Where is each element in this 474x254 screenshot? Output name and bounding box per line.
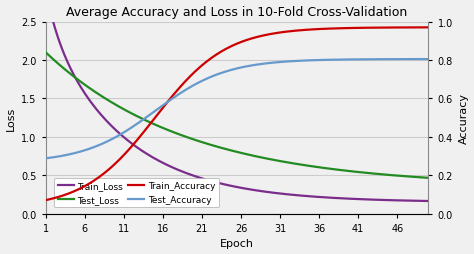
Train_Loss [277, 192, 283, 195]
Y-axis label: Accuracy: Accuracy [458, 93, 468, 144]
Line: Test_Accuracy: Test_Accuracy [46, 60, 428, 159]
Train_Accuracy [43, 199, 48, 202]
Test_Loss [271, 159, 276, 162]
Train_Loss [271, 192, 276, 195]
Test_Loss [426, 177, 431, 180]
Train_Loss [390, 199, 395, 202]
Test_Loss [43, 52, 48, 55]
Test_Accuracy [43, 157, 48, 160]
Train_Accuracy [269, 33, 275, 36]
Train_Accuracy [271, 33, 276, 36]
Title: Average Accuracy and Loss in 10-Fold Cross-Validation: Average Accuracy and Loss in 10-Fold Cro… [66, 6, 408, 19]
Line: Train_Loss: Train_Loss [46, 0, 428, 201]
Test_Accuracy [426, 58, 431, 61]
Train_Accuracy [365, 27, 371, 30]
Test_Accuracy [269, 62, 275, 65]
Train_Accuracy [44, 199, 50, 202]
Test_Loss [365, 172, 371, 175]
Test_Loss [269, 158, 275, 162]
Y-axis label: Loss: Loss [6, 106, 16, 130]
Test_Accuracy [271, 62, 276, 65]
Train_Accuracy [390, 27, 395, 30]
Test_Loss [390, 174, 395, 177]
Test_Loss [44, 53, 50, 56]
Test_Accuracy [277, 61, 283, 64]
Test_Accuracy [390, 58, 395, 61]
X-axis label: Epoch: Epoch [220, 239, 254, 248]
Line: Test_Loss: Test_Loss [46, 53, 428, 178]
Test_Accuracy [365, 58, 371, 61]
Line: Train_Accuracy: Train_Accuracy [46, 28, 428, 200]
Train_Loss [365, 198, 371, 201]
Test_Accuracy [44, 157, 50, 160]
Train_Accuracy [426, 27, 431, 30]
Legend: Train_Loss, Test_Loss, Train_Accuracy, Test_Accuracy: Train_Loss, Test_Loss, Train_Accuracy, T… [54, 178, 219, 208]
Test_Loss [277, 160, 283, 163]
Train_Loss [426, 200, 431, 203]
Train_Loss [269, 191, 275, 194]
Train_Accuracy [277, 32, 283, 35]
